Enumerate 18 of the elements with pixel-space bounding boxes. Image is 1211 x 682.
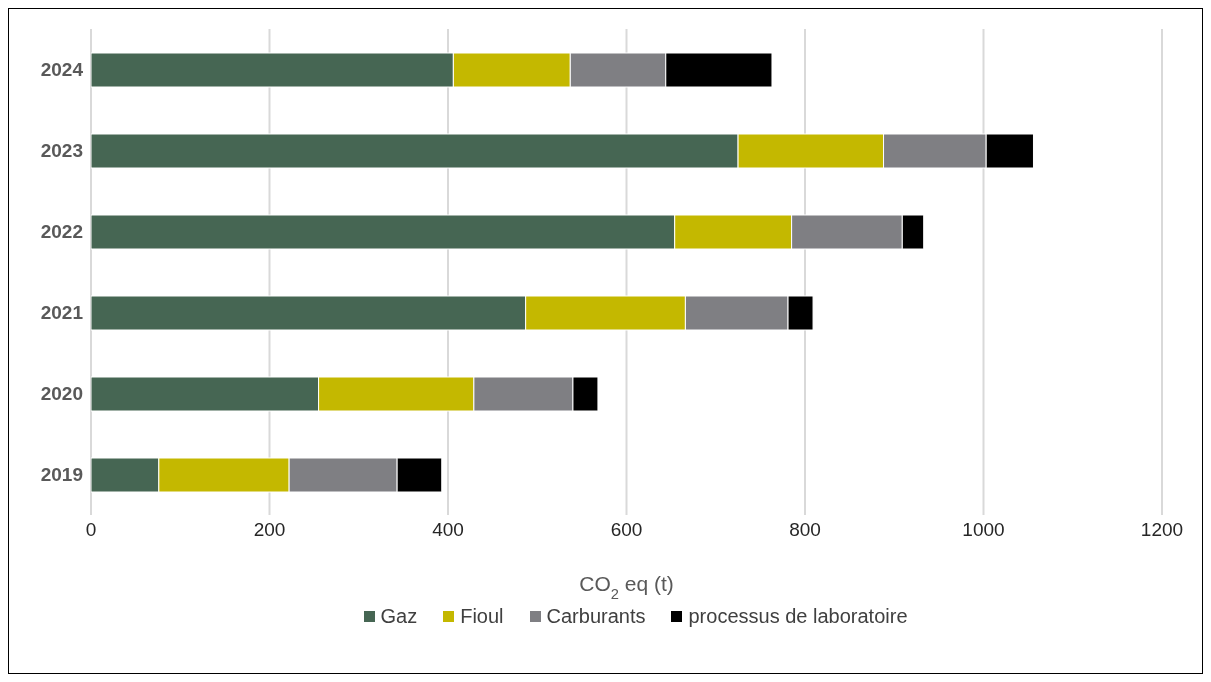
y-tick-label: 2019 <box>40 464 83 486</box>
legend-label: Fioul <box>459 605 504 628</box>
x-tick-label: 0 <box>85 519 97 541</box>
y-tick-label: 2024 <box>40 59 84 81</box>
x-tick-label: 200 <box>253 519 286 541</box>
y-tick-label: 2022 <box>40 221 83 243</box>
y-tick-label: 2020 <box>40 383 83 405</box>
legend-label: Gaz <box>379 605 418 628</box>
legend-label: Carburants <box>545 605 646 628</box>
y-tick-label: 2021 <box>40 302 84 324</box>
x-axis-title: CO$_{2}$ eq (t) <box>579 572 674 602</box>
x-tick-label: 1200 <box>1140 519 1184 541</box>
x-tick-label: 800 <box>789 519 821 541</box>
legend-label: processus de laboratoire <box>687 605 908 628</box>
x-tick-label: 600 <box>610 519 643 541</box>
y-tick-label: 2023 <box>40 140 83 162</box>
x-tick-label: 1000 <box>962 519 1005 541</box>
x-tick-label: 400 <box>432 519 464 541</box>
